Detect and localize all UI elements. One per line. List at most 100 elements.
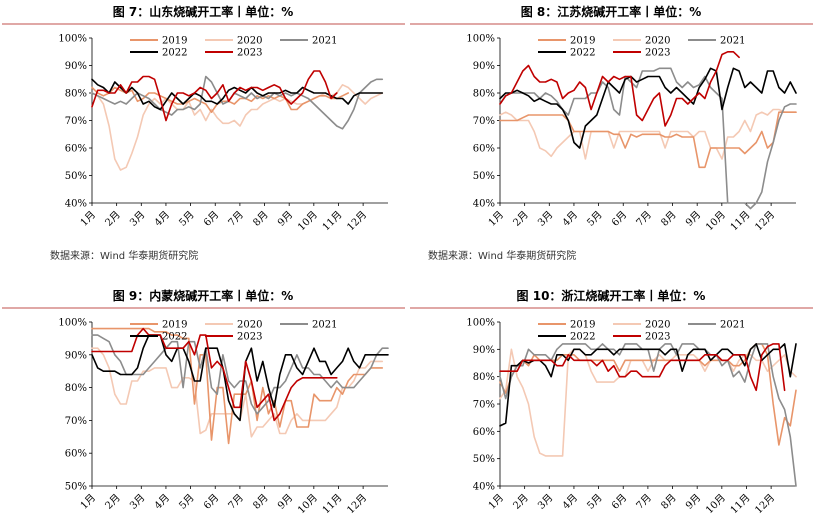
x-tick-label: 4月 bbox=[560, 492, 580, 512]
x-tick-label: 5月 bbox=[585, 492, 605, 512]
source-note: 数据来源：Wind 华泰期货研究院 bbox=[428, 249, 576, 260]
chart-title: 图 9：内蒙烧碱开工率丨单位：% bbox=[113, 288, 294, 303]
x-tick-label: 7月 bbox=[634, 492, 654, 512]
y-tick-label: 90% bbox=[65, 350, 87, 361]
legend-label-2021: 2021 bbox=[312, 36, 337, 47]
x-tick-label: 3月 bbox=[535, 492, 555, 512]
y-tick-label: 100% bbox=[466, 34, 495, 45]
y-tick-label: 80% bbox=[473, 89, 495, 100]
x-tick-label: 8月 bbox=[659, 492, 679, 512]
series-line-2023 bbox=[499, 343, 786, 392]
x-tick-label: 1月 bbox=[486, 209, 506, 229]
y-tick-label: 70% bbox=[473, 116, 495, 127]
chart-shandong: 图 7：山东烧碱开工率丨单位：% 40% 50% 60% 70% 80% 90% 100% 1月… bbox=[2, 4, 405, 260]
series-line-2022 bbox=[91, 78, 384, 111]
y-tick-label: 90% bbox=[473, 345, 495, 356]
chart-panel-jiangsu: 图 8：江苏烧碱开工率丨单位：% 40% 50% 60% 70% 80% 90% 100% 1月… bbox=[408, 0, 815, 260]
y-tick-label: 50% bbox=[65, 171, 87, 182]
series-line-2020 bbox=[499, 108, 797, 160]
x-tick-label: 10月 bbox=[295, 209, 320, 234]
series-line-2021 bbox=[91, 334, 389, 415]
x-tick-label: 9月 bbox=[683, 492, 703, 512]
x-tick-label: 11月 bbox=[728, 492, 753, 517]
x-tick-label: 6月 bbox=[201, 492, 221, 512]
source-note: 数据来源：Wind 华泰期货研究院 bbox=[50, 249, 198, 260]
legend-label-2023: 2023 bbox=[645, 332, 670, 343]
series-line-2019 bbox=[91, 327, 384, 445]
chart-panel-neimeng: 图 9：内蒙烧碱开工率丨单位：% 50% 60% 70% 80% 90% 100% 1月 2月 3… bbox=[0, 261, 407, 521]
x-tick-label: 9月 bbox=[275, 492, 295, 512]
chart-zhejiang: 图 10：浙江烧碱开工率丨单位：% 40% 50% 60% 70% 80% 90% 100% 1… bbox=[410, 288, 813, 517]
x-tick-label: 12月 bbox=[345, 209, 370, 234]
chart-neimeng: 图 9：内蒙烧碱开工率丨单位：% 50% 60% 70% 80% 90% 100% 1月 2月 3… bbox=[2, 288, 405, 517]
y-tick-label: 50% bbox=[473, 171, 495, 182]
x-tick-label: 9月 bbox=[275, 209, 295, 229]
y-tick-label: 100% bbox=[466, 318, 495, 329]
x-tick-label: 7月 bbox=[226, 492, 246, 512]
x-tick-label: 11月 bbox=[320, 492, 345, 517]
x-tick-label: 7月 bbox=[634, 209, 654, 229]
legend-label-2023: 2023 bbox=[237, 48, 262, 59]
y-tick-label: 40% bbox=[473, 199, 495, 210]
series-line-2022 bbox=[499, 67, 797, 149]
legend-label-2020: 2020 bbox=[237, 320, 262, 331]
chart-title: 图 8：江苏烧碱开工率丨单位：% bbox=[521, 4, 702, 19]
y-tick-label: 90% bbox=[473, 61, 495, 72]
series-line-2021 bbox=[499, 67, 797, 210]
x-tick-label: 3月 bbox=[535, 209, 555, 229]
legend-label-2021: 2021 bbox=[720, 36, 745, 47]
x-tick-label: 8月 bbox=[659, 209, 679, 229]
x-tick-label: 9月 bbox=[683, 209, 703, 229]
series-line-2020 bbox=[91, 84, 384, 171]
y-tick-label: 40% bbox=[473, 482, 495, 493]
x-tick-label: 2月 bbox=[103, 492, 123, 512]
y-tick-label: 100% bbox=[58, 318, 87, 329]
chart-panel-shandong: 图 7：山东烧碱开工率丨单位：% 40% 50% 60% 70% 80% 90% 100% 1月… bbox=[0, 0, 407, 260]
series-line-2023 bbox=[499, 50, 740, 127]
series-line-2021 bbox=[91, 75, 384, 130]
chart-title: 图 10：浙江烧碱开工率丨单位：% bbox=[517, 288, 706, 303]
y-tick-label: 50% bbox=[473, 454, 495, 465]
x-tick-label: 2月 bbox=[103, 209, 123, 229]
chart-jiangsu: 图 8：江苏烧碱开工率丨单位：% 40% 50% 60% 70% 80% 90% 100% 1月… bbox=[410, 4, 813, 260]
x-tick-label: 4月 bbox=[560, 209, 580, 229]
x-tick-label: 11月 bbox=[728, 209, 753, 234]
y-tick-label: 70% bbox=[473, 400, 495, 411]
legend-label-2019: 2019 bbox=[570, 36, 595, 47]
legend-label-2019: 2019 bbox=[162, 320, 187, 331]
x-tick-label: 3月 bbox=[127, 492, 147, 512]
x-tick-label: 2月 bbox=[511, 209, 531, 229]
legend-label-2020: 2020 bbox=[645, 320, 670, 331]
series-line-2022 bbox=[91, 334, 389, 422]
x-tick-label: 2月 bbox=[511, 492, 531, 512]
y-tick-label: 50% bbox=[65, 482, 87, 493]
series-line-2023 bbox=[91, 70, 338, 122]
x-tick-label: 6月 bbox=[609, 209, 629, 229]
legend-label-2020: 2020 bbox=[237, 36, 262, 47]
legend-label-2022: 2022 bbox=[570, 48, 595, 59]
x-tick-label: 1月 bbox=[78, 209, 98, 229]
y-tick-label: 70% bbox=[65, 416, 87, 427]
legend-label-2020: 2020 bbox=[645, 36, 670, 47]
y-tick-label: 60% bbox=[65, 449, 87, 460]
legend-label-2022: 2022 bbox=[162, 48, 187, 59]
x-tick-label: 10月 bbox=[703, 492, 728, 517]
series-line-2019 bbox=[499, 111, 797, 169]
x-tick-label: 8月 bbox=[251, 209, 271, 229]
y-tick-label: 90% bbox=[65, 61, 87, 72]
y-tick-label: 60% bbox=[473, 144, 495, 155]
x-tick-label: 12月 bbox=[753, 492, 778, 517]
legend-label-2023: 2023 bbox=[237, 332, 262, 343]
x-tick-label: 12月 bbox=[753, 209, 778, 234]
x-tick-label: 5月 bbox=[177, 209, 197, 229]
x-tick-label: 7月 bbox=[226, 209, 246, 229]
y-tick-label: 40% bbox=[65, 199, 87, 210]
legend-label-2023: 2023 bbox=[645, 48, 670, 59]
y-tick-label: 100% bbox=[58, 34, 87, 45]
x-tick-label: 11月 bbox=[320, 209, 345, 234]
x-tick-label: 8月 bbox=[251, 492, 271, 512]
y-tick-label: 80% bbox=[65, 383, 87, 394]
x-tick-label: 3月 bbox=[127, 209, 147, 229]
x-tick-label: 4月 bbox=[152, 209, 172, 229]
x-tick-label: 10月 bbox=[295, 492, 320, 517]
